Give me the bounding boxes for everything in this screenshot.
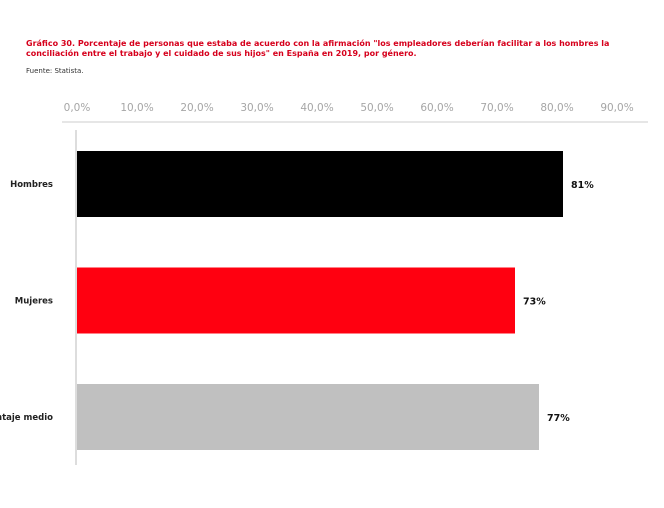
category-label: Hombres bbox=[10, 180, 53, 190]
x-tick-label: 20,0% bbox=[180, 102, 213, 114]
x-tick-label: 90,0% bbox=[600, 102, 633, 114]
data-label: 73% bbox=[523, 297, 546, 308]
x-tick-labels: 0,0% 10,0% 20,0% 30,0% 40,0% 50,0% 60,0% 70,0% 8… bbox=[64, 102, 634, 114]
x-tick-label: 10,0% bbox=[120, 102, 153, 114]
x-tick-label: 30,0% bbox=[240, 102, 273, 114]
x-tick-label: 50,0% bbox=[360, 102, 393, 114]
x-tick-label: 80,0% bbox=[540, 102, 573, 114]
bar-2 bbox=[77, 384, 539, 450]
bars: Hombres 81% Mujeres 73% ntaje medio 77% bbox=[0, 151, 594, 450]
bar-1 bbox=[77, 267, 515, 334]
data-label: 81% bbox=[571, 180, 594, 191]
x-tick-label: 40,0% bbox=[300, 102, 333, 114]
data-label: 77% bbox=[547, 413, 570, 424]
x-tick-label: 70,0% bbox=[480, 102, 513, 114]
category-label: Mujeres bbox=[15, 297, 53, 307]
chart-source: Fuente: Statista. bbox=[26, 67, 84, 75]
bar-0 bbox=[77, 151, 563, 217]
x-tick-label: 60,0% bbox=[420, 102, 453, 114]
category-label: ntaje medio bbox=[0, 413, 53, 423]
chart-title: Gráfico 30. Porcentaje de personas que e… bbox=[26, 39, 610, 58]
x-tick-label: 0,0% bbox=[64, 102, 91, 114]
